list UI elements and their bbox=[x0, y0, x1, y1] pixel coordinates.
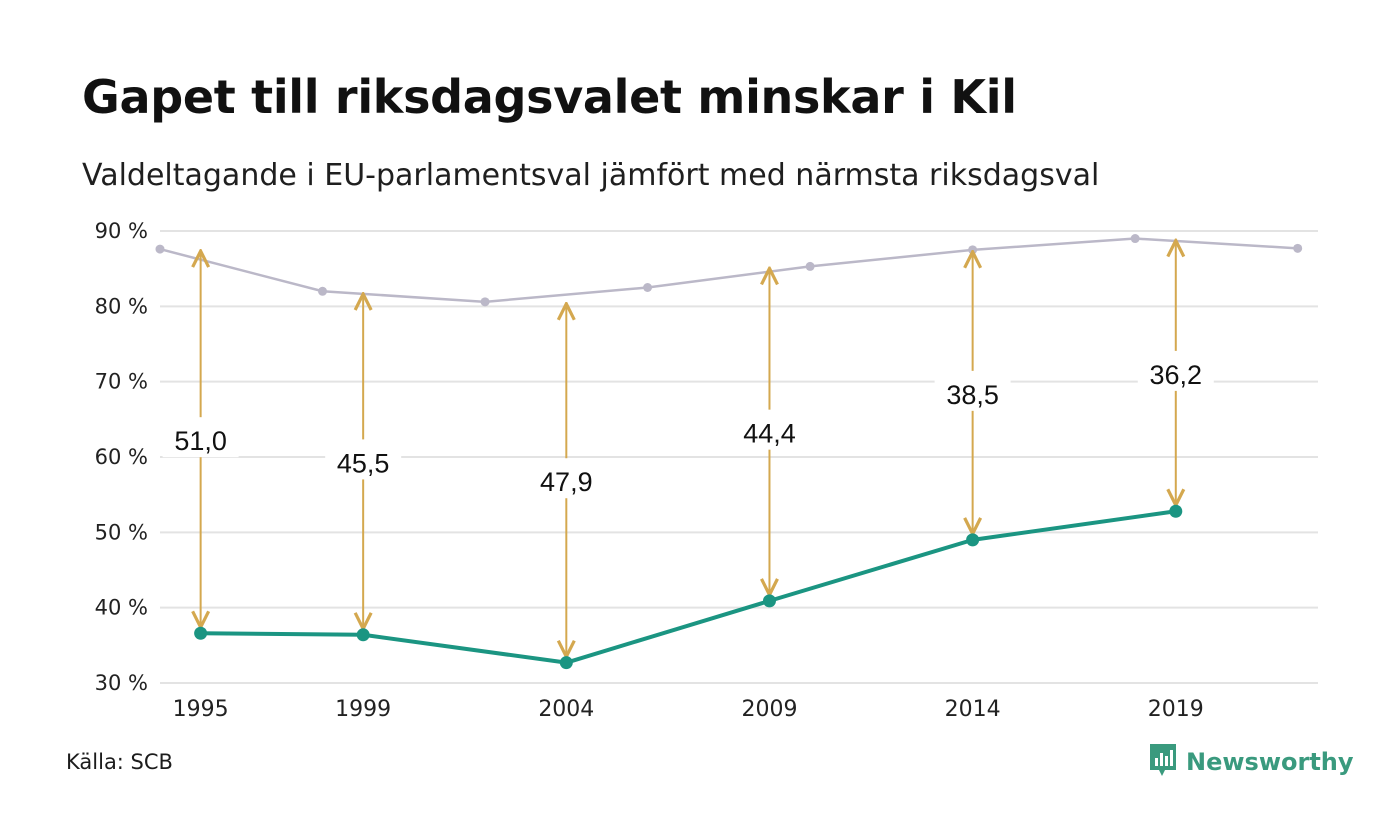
y-tick-label: 90 % bbox=[95, 219, 148, 243]
x-tick-label: 2014 bbox=[945, 697, 1001, 722]
gap-labels: 51,0 45,5 47,9 44,4 38,5 36,2 bbox=[162, 350, 1214, 499]
x-tick-label: 1995 bbox=[173, 697, 229, 722]
riksdag-point bbox=[1293, 243, 1303, 253]
source-note: Källa: SCB bbox=[66, 750, 173, 774]
chart-subtitle: Valdeltagande i EU-parlamentsval jämfört… bbox=[82, 158, 1100, 193]
gridlines bbox=[160, 230, 1318, 684]
chart-title: Gapet till riksdagsvalet minskar i Kil bbox=[82, 70, 1017, 124]
gap-label-bg bbox=[731, 409, 808, 450]
y-tick-label: 30 % bbox=[95, 671, 148, 695]
eu-point bbox=[966, 533, 980, 547]
eu-point bbox=[356, 628, 370, 642]
gap-label: 44,4 bbox=[743, 419, 796, 449]
gap-label: 38,5 bbox=[946, 380, 999, 410]
y-tick-label: 50 % bbox=[95, 520, 148, 544]
gap-label-bg bbox=[325, 439, 402, 480]
eu-point bbox=[559, 656, 573, 670]
x-axis: 1995 1999 2004 2009 2014 2019 bbox=[173, 697, 1204, 722]
eu-point bbox=[1169, 504, 1183, 518]
gap-label-bg bbox=[1137, 350, 1214, 391]
x-tick-label: 2009 bbox=[741, 697, 797, 722]
x-tick-label: 2004 bbox=[538, 697, 594, 722]
gap-label: 51,0 bbox=[174, 426, 227, 456]
riksdag-point bbox=[1130, 234, 1140, 244]
riksdag-point bbox=[155, 244, 165, 254]
eu-line bbox=[200, 509, 1177, 665]
gap-label-bg bbox=[162, 417, 239, 458]
y-axis: 30 % 40 % 50 % 60 % 70 % 80 % 90 % bbox=[95, 219, 148, 695]
riksdag-line bbox=[159, 237, 1298, 304]
riksdag-series bbox=[155, 234, 1303, 307]
x-tick-label: 2019 bbox=[1148, 697, 1204, 722]
riksdag-point bbox=[643, 283, 653, 292]
y-tick-label: 70 % bbox=[95, 370, 148, 394]
brand-logo[interactable]: Newsworthy bbox=[1148, 742, 1354, 782]
gap-label: 36,2 bbox=[1150, 360, 1203, 390]
newsworthy-bar-chart-icon bbox=[1148, 742, 1178, 782]
eu-point bbox=[762, 594, 776, 608]
brand-name: Newsworthy bbox=[1186, 748, 1354, 776]
x-tick-label: 1999 bbox=[335, 697, 391, 722]
y-tick-label: 40 % bbox=[95, 596, 148, 620]
riksdag-point bbox=[318, 286, 328, 296]
riksdag-point bbox=[805, 261, 815, 271]
y-tick-label: 80 % bbox=[95, 294, 148, 318]
eu-series bbox=[194, 504, 1183, 670]
gap-label-bg bbox=[934, 370, 1011, 411]
gap-label: 45,5 bbox=[337, 448, 390, 478]
gap-label-bg bbox=[528, 458, 605, 499]
riksdag-point bbox=[480, 297, 490, 307]
y-tick-label: 60 % bbox=[95, 445, 148, 469]
gap-label: 47,9 bbox=[540, 467, 593, 497]
eu-point bbox=[194, 626, 208, 640]
